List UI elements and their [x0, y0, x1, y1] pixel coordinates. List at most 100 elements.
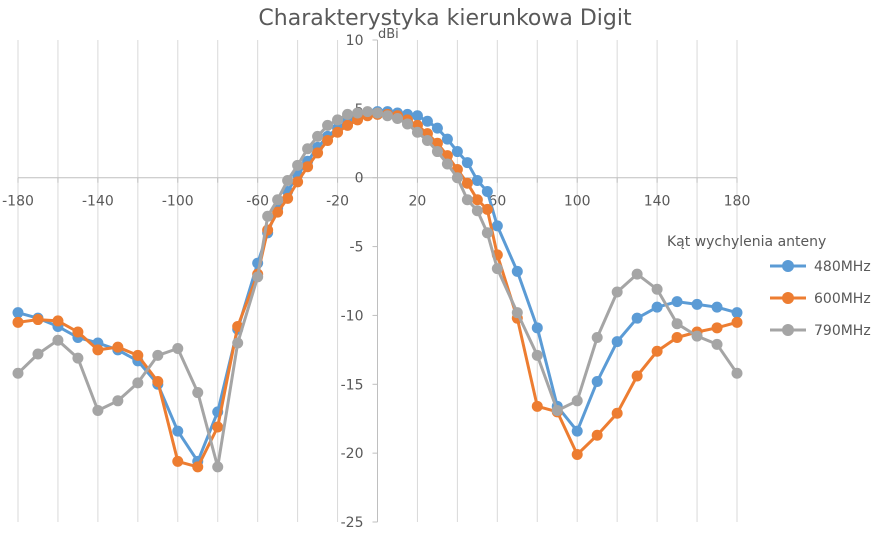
data-point-600mhz	[711, 322, 723, 334]
data-point-600mhz	[531, 400, 543, 412]
data-point-600mhz	[292, 176, 304, 188]
data-point-790mhz	[381, 110, 393, 122]
data-point-790mhz	[292, 159, 304, 171]
y-tick-label: -25	[341, 515, 364, 531]
data-point-790mhz	[302, 143, 314, 155]
data-point-790mhz	[461, 194, 473, 206]
data-point-480mhz	[711, 301, 723, 313]
data-point-480mhz	[611, 336, 623, 348]
data-point-790mhz	[711, 338, 723, 350]
data-point-480mhz	[591, 376, 603, 388]
data-point-480mhz	[511, 265, 523, 277]
data-point-600mhz	[152, 376, 164, 388]
legend-label: 600MHz	[814, 291, 871, 307]
legend-label: 790MHz	[814, 323, 871, 339]
data-point-480mhz	[731, 307, 743, 319]
data-point-600mhz	[282, 192, 294, 204]
data-point-790mhz	[391, 112, 403, 124]
legend-item-480mhz: 480MHz	[770, 259, 871, 275]
data-point-790mhz	[72, 352, 84, 364]
data-point-790mhz	[411, 126, 423, 138]
data-point-600mhz	[342, 119, 354, 131]
data-point-600mhz	[212, 421, 224, 433]
data-point-790mhz	[132, 377, 144, 389]
data-point-790mhz	[312, 130, 324, 142]
data-point-480mhz	[431, 122, 443, 134]
data-point-790mhz	[342, 108, 354, 120]
data-point-790mhz	[611, 286, 623, 298]
data-point-790mhz	[401, 118, 413, 130]
y-axis-label: dBi	[378, 27, 399, 42]
data-point-790mhz	[441, 158, 453, 170]
data-point-600mhz	[671, 331, 683, 343]
data-point-790mhz	[112, 395, 124, 407]
x-tick-label: -20	[326, 194, 349, 210]
data-point-600mhz	[461, 177, 473, 189]
data-point-790mhz	[152, 349, 164, 361]
data-point-600mhz	[481, 203, 493, 215]
data-point-480mhz	[451, 146, 463, 158]
data-point-790mhz	[451, 172, 463, 184]
data-point-480mhz	[531, 322, 543, 334]
data-point-790mhz	[232, 337, 244, 349]
data-point-480mhz	[471, 174, 483, 186]
data-point-790mhz	[172, 342, 184, 354]
data-point-790mhz	[671, 318, 683, 330]
x-tick-label: 140	[644, 194, 671, 210]
plot-area	[12, 106, 743, 473]
data-point-600mhz	[192, 461, 204, 473]
x-tick-label: -60	[246, 194, 269, 210]
chart-title: Charakterystyka kierunkowa Digit	[258, 6, 632, 31]
data-point-600mhz	[112, 341, 124, 353]
data-point-790mhz	[731, 367, 743, 379]
data-point-790mhz	[471, 205, 483, 217]
data-point-790mhz	[12, 367, 24, 379]
x-tick-label: 20	[409, 194, 427, 210]
data-point-600mhz	[312, 147, 324, 159]
data-point-600mhz	[571, 449, 583, 461]
data-point-790mhz	[322, 119, 334, 131]
y-tick-label: 10	[346, 33, 364, 49]
data-point-790mhz	[272, 194, 284, 206]
data-point-600mhz	[731, 316, 743, 328]
y-tick-label: -10	[341, 308, 364, 324]
data-point-600mhz	[172, 455, 184, 467]
data-point-480mhz	[691, 298, 703, 310]
data-point-790mhz	[212, 461, 224, 473]
data-point-480mhz	[172, 425, 184, 437]
data-point-790mhz	[332, 114, 344, 126]
data-point-480mhz	[441, 133, 453, 145]
x-tick-labels: -180 -140 -100 -60 -20 20 60 100 140 180	[2, 194, 750, 210]
data-point-480mhz	[631, 312, 643, 324]
data-point-600mhz	[322, 135, 334, 147]
data-point-790mhz	[192, 387, 204, 399]
data-point-790mhz	[282, 174, 294, 186]
data-point-790mhz	[32, 348, 44, 360]
data-point-790mhz	[372, 107, 383, 119]
data-point-480mhz	[651, 301, 663, 313]
y-tick-label: 0	[355, 171, 364, 187]
data-point-790mhz	[52, 334, 64, 346]
data-point-480mhz	[671, 296, 683, 308]
data-point-600mhz	[431, 137, 443, 149]
data-point-790mhz	[262, 210, 274, 222]
legend-items: 480MHz 600MHz 790MHz	[770, 259, 871, 339]
legend: Kąt wychylenia anteny 480MHz 600MHz 790MHz	[667, 234, 871, 339]
data-point-790mhz	[491, 263, 503, 275]
x-tick-label: -180	[2, 194, 34, 210]
legend-swatch-marker	[782, 324, 794, 336]
data-point-480mhz	[491, 220, 503, 232]
legend-swatch-marker	[782, 260, 794, 272]
data-point-600mhz	[302, 161, 314, 173]
x-tick-label: -100	[162, 194, 194, 210]
legend-title: Kąt wychylenia anteny	[667, 234, 826, 250]
data-point-790mhz	[252, 271, 264, 283]
data-point-790mhz	[691, 330, 703, 342]
data-point-480mhz	[421, 115, 433, 127]
legend-swatch-marker	[782, 292, 794, 304]
legend-item-790mhz: 790MHz	[770, 323, 871, 339]
data-point-600mhz	[651, 345, 663, 357]
y-tick-labels: 1050-5-10-15-20-25	[341, 33, 364, 531]
data-point-790mhz	[531, 349, 543, 361]
